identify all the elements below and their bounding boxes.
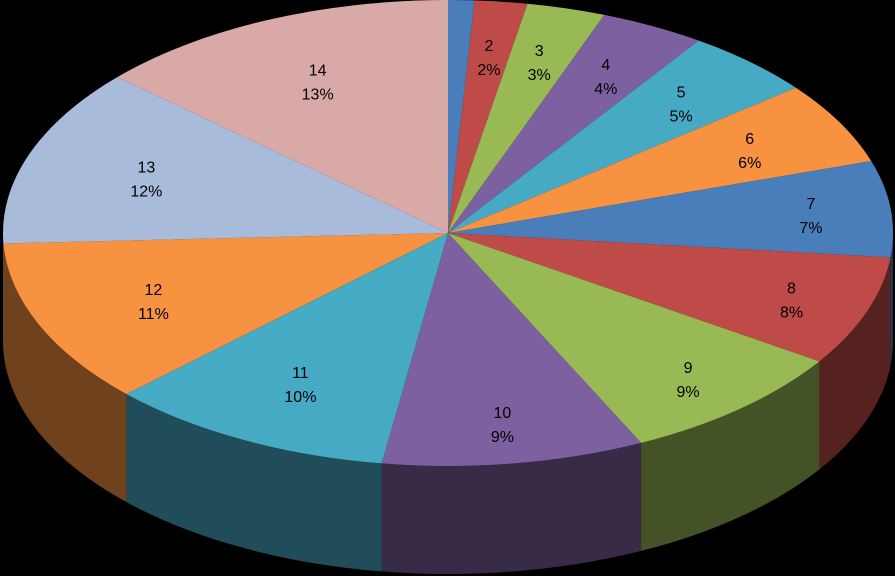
pie-side-9 <box>641 361 820 551</box>
slice-label-3: 3 <box>535 43 544 60</box>
slice-label-8: 8 <box>787 280 796 297</box>
pie-slice-9 <box>448 233 820 443</box>
pie-slice-2 <box>448 0 528 234</box>
slice-percent-3: 3% <box>528 67 551 84</box>
pie-slice-1 <box>448 0 475 233</box>
pie-side-10 <box>381 442 642 575</box>
pie-slice-3 <box>448 3 605 234</box>
pie-side-12 <box>3 243 127 503</box>
slice-label-12: 12 <box>144 282 162 299</box>
slice-label-2: 2 <box>484 38 493 55</box>
pie-slice-13 <box>2 77 448 244</box>
slice-label-9: 9 <box>684 360 693 377</box>
slice-label-7: 7 <box>806 196 815 213</box>
slice-percent-4: 4% <box>594 81 617 98</box>
slice-percent-12: 11% <box>138 306 169 323</box>
slice-label-5: 5 <box>677 84 686 101</box>
pie-slice-6 <box>448 87 872 234</box>
slice-label-6: 6 <box>745 131 754 148</box>
slice-label-14: 14 <box>309 63 327 80</box>
slice-percent-5: 5% <box>669 108 692 125</box>
pie-slice-10 <box>381 233 642 466</box>
pie-sides <box>3 233 893 575</box>
pie-slice-7 <box>448 160 894 258</box>
pie-slice-11 <box>126 233 448 464</box>
pie-slice-5 <box>448 40 796 234</box>
pie-side-7 <box>890 233 893 366</box>
pie-slice-14 <box>117 0 449 233</box>
slice-percent-8: 8% <box>780 304 803 321</box>
pie-slices <box>2 0 894 466</box>
pie-side-11 <box>126 394 382 572</box>
slice-percent-13: 12% <box>130 183 162 200</box>
slice-label-13: 13 <box>137 159 155 176</box>
slice-label-11: 11 <box>292 365 309 382</box>
pie-slice-12 <box>3 233 448 395</box>
slice-percent-7: 7% <box>799 220 822 237</box>
slice-percent-6: 6% <box>738 155 761 172</box>
slice-percent-14: 13% <box>302 87 334 104</box>
slice-percent-10: 9% <box>491 429 514 446</box>
slice-label-4: 4 <box>601 57 610 74</box>
slice-label-10: 10 <box>493 405 511 422</box>
pie-labels: 2 2% 3 3% 4 4% 5 5% 6 6% 7 7% 8 8% 9 9% 10 9% 11 10% 12 11% 13… <box>130 38 822 446</box>
pie-slice-4 <box>448 14 699 234</box>
slice-percent-2: 2% <box>477 62 500 79</box>
slice-percent-11: 10% <box>284 389 316 406</box>
pie-side-8 <box>819 257 891 470</box>
slice-percent-9: 9% <box>677 384 700 401</box>
pie-slice-8 <box>448 233 891 362</box>
